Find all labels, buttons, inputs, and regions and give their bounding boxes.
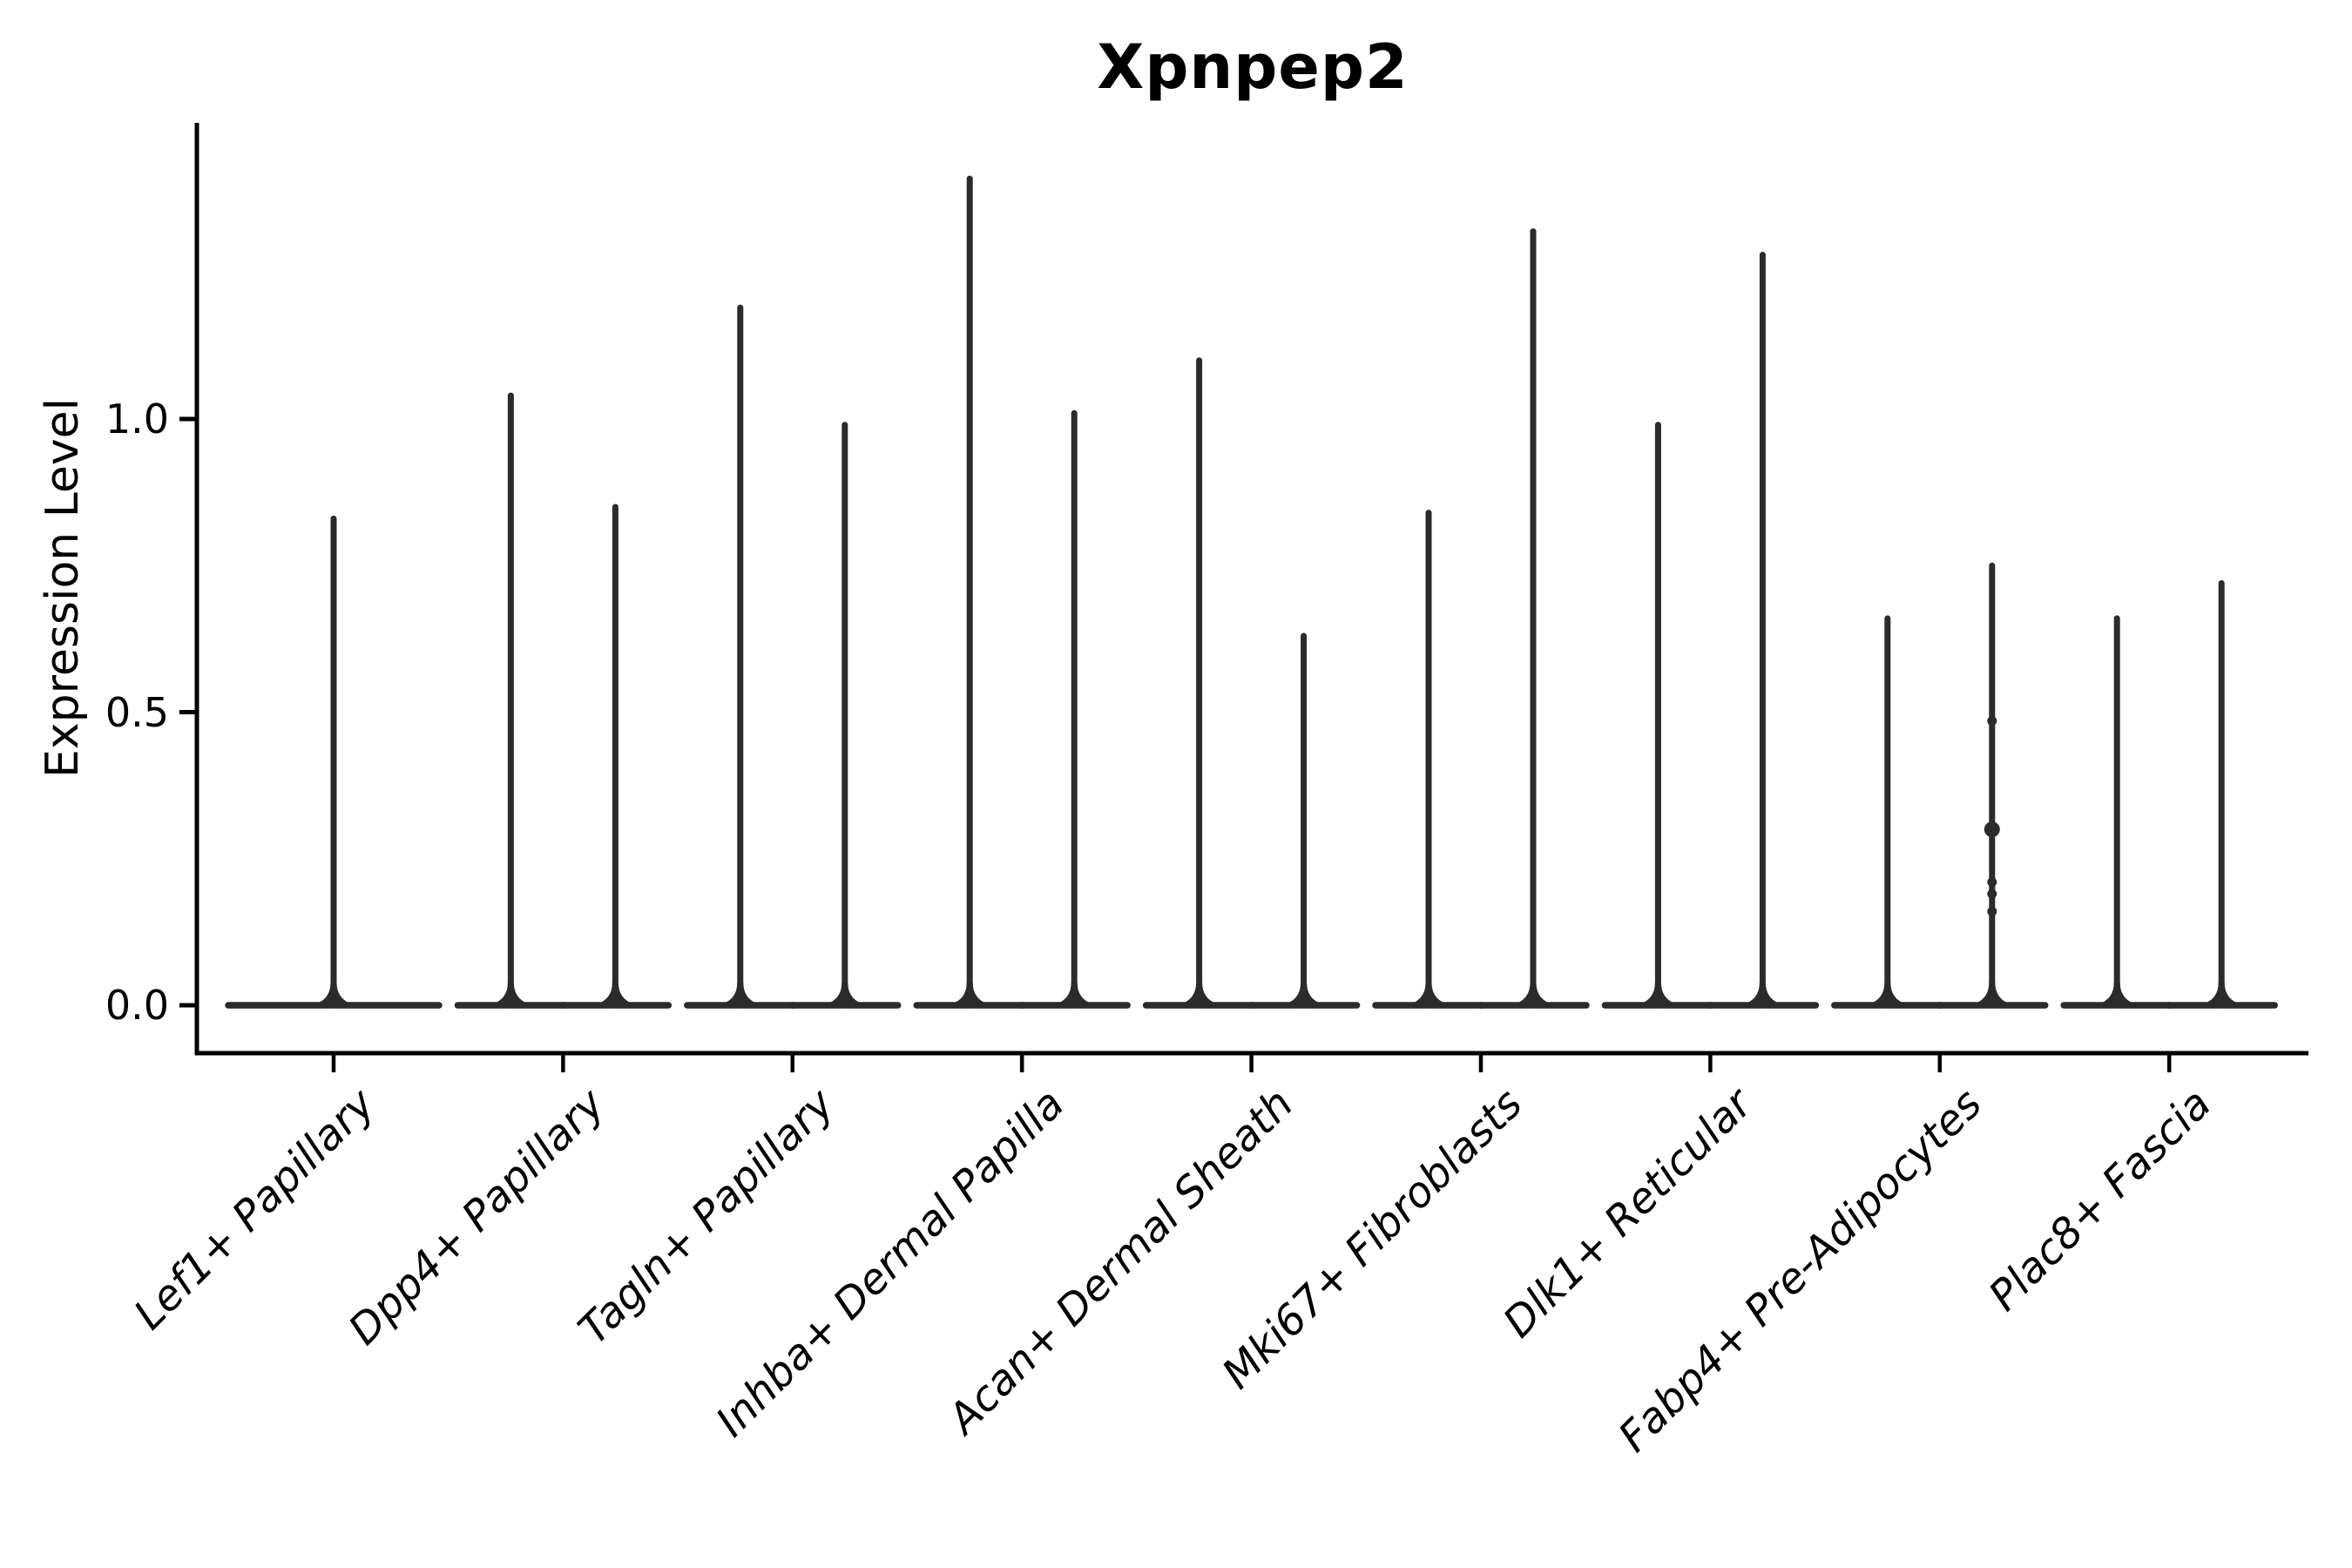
jitter-point	[1987, 877, 1997, 888]
jitter-point	[1987, 716, 1997, 727]
violin	[684, 304, 797, 1009]
violin	[788, 422, 902, 1009]
violin	[1706, 252, 1820, 1009]
violin	[913, 175, 1026, 1009]
violin	[1477, 228, 1590, 1009]
chart-title: Xpnpep2	[1097, 31, 1409, 103]
violin	[1372, 510, 1485, 1009]
violin	[1936, 562, 2049, 1009]
jitter-point	[1987, 889, 1997, 899]
jitter-point	[1987, 906, 1997, 916]
y-tick-label: 0.0	[105, 982, 169, 1029]
violin	[225, 515, 443, 1009]
violin	[1831, 615, 1944, 1009]
violin	[1017, 409, 1131, 1009]
violin	[558, 504, 672, 1009]
y-tick-label: 0.5	[105, 688, 169, 736]
violin	[1601, 422, 1715, 1009]
violin	[2165, 579, 2278, 1009]
violin	[2060, 615, 2173, 1009]
jitter-point	[1984, 821, 2000, 838]
violin	[1247, 632, 1361, 1009]
violin	[1142, 357, 1256, 1009]
y-tick-label: 1.0	[105, 395, 169, 443]
violin	[454, 392, 568, 1009]
